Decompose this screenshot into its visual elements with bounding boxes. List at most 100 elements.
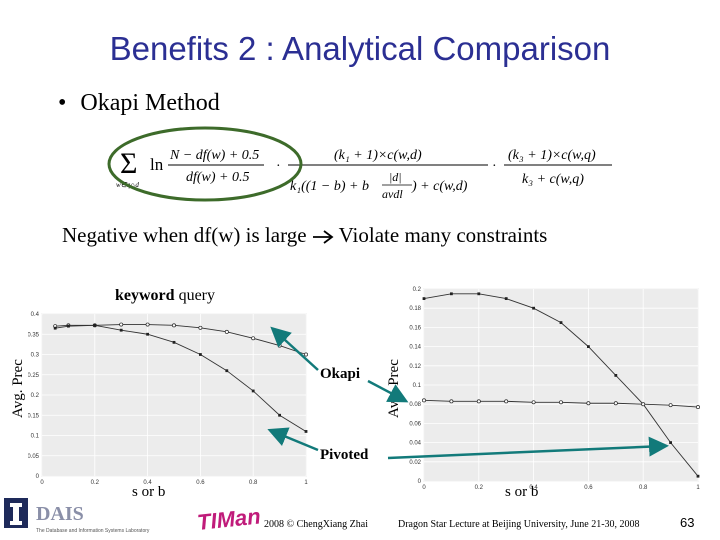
- dais-logo-text: DAIS: [36, 503, 84, 525]
- keyword-query-label: keyword query: [115, 287, 215, 305]
- y-tick-label: 0.12: [409, 364, 421, 370]
- university-logo-icon: [4, 498, 28, 528]
- okapi-label: Okapi: [320, 366, 361, 382]
- data-point: [304, 352, 308, 357]
- data-point: [641, 402, 646, 407]
- pivoted-label: Pivoted: [320, 447, 369, 463]
- y-tick-label: 0.3: [31, 353, 40, 359]
- data-point: [614, 374, 618, 377]
- data-point: [422, 297, 426, 300]
- keyword-query-chart: 0 0.05 0.1 0.15 0.2 0.25 0.3 0.35 0.4 0 0.2 0.4 0.6 0…: [28, 312, 308, 486]
- frac2-numerator: (k₁ + 1)×c(w,d): [334, 148, 422, 163]
- data-point: [224, 329, 229, 334]
- data-point: [67, 324, 70, 328]
- data-point: [119, 328, 123, 332]
- y-tick-label: 0.35: [28, 332, 40, 338]
- x-tick-label: 0.4: [529, 485, 538, 491]
- y-tick-label: 0.2: [31, 393, 40, 399]
- data-point: [278, 413, 281, 417]
- x-tick-label: 0.6: [196, 480, 205, 486]
- x-axis-label-right: s or b: [505, 484, 539, 500]
- x-tick-label: 0: [422, 485, 426, 491]
- y-tick-label: 0.15: [28, 413, 40, 419]
- bullet-dot-icon: •: [58, 90, 67, 116]
- ln-text: ln: [150, 155, 164, 174]
- frac1-denominator: df(w) + 0.5: [186, 170, 250, 185]
- x-tick-label: 0.6: [584, 485, 593, 491]
- dais-lab-name: The Database and Information Systems Lab…: [36, 528, 150, 534]
- data-point: [199, 353, 202, 356]
- y-tick-label: 0.25: [28, 373, 40, 379]
- data-point: [119, 322, 124, 327]
- data-point: [531, 400, 536, 405]
- y-tick-label: 0: [36, 474, 40, 480]
- frac1-numerator: N − df(w) + 0.5: [169, 148, 259, 163]
- y-tick-label: 0.14: [409, 345, 421, 351]
- negative-note-text: Negative when df(w) is large: [62, 223, 307, 247]
- frac2-den-right: ) + c(w,d): [411, 179, 468, 194]
- bullet-okapi-method: • Okapi Method: [58, 90, 220, 117]
- violate-constraints-text: Violate many constraints: [338, 223, 548, 247]
- x-tick-label: 0: [40, 480, 44, 486]
- y-axis-label-left: Avg. Prec: [10, 359, 26, 418]
- x-tick-label: 0.4: [143, 480, 152, 486]
- data-point: [277, 343, 282, 348]
- dot-2: ·: [492, 159, 497, 174]
- data-point: [449, 399, 454, 404]
- data-point: [559, 321, 563, 324]
- x-tick-label: 0.2: [475, 485, 484, 491]
- footer-logos: DAIS The Database and Information System…: [4, 498, 260, 535]
- keyword-query-rest: query: [174, 287, 215, 304]
- y-tick-label: 0.1: [413, 383, 422, 389]
- data-point: [532, 306, 535, 310]
- y-tick-label: 0.2: [413, 287, 422, 293]
- data-point: [476, 399, 481, 404]
- frac2-inner-den: avdl: [382, 187, 403, 200]
- data-point: [586, 401, 591, 406]
- y-tick-label: 0.1: [31, 434, 40, 440]
- footer-copyright: 2008 © ChengXiang Zhai: [264, 519, 368, 530]
- y-tick-label: 0.4: [31, 312, 40, 318]
- y-tick-label: 0.06: [409, 421, 421, 427]
- data-point: [304, 430, 308, 433]
- data-point: [477, 292, 481, 296]
- page-number: 63: [680, 515, 695, 530]
- data-point: [504, 399, 509, 404]
- data-point: [251, 389, 255, 393]
- data-point: [669, 441, 672, 444]
- y-axis-label-right: Avg. Prec: [386, 359, 402, 418]
- sum-symbol: Σ: [120, 147, 137, 180]
- y-tick-label: 0.08: [409, 402, 421, 408]
- data-point: [668, 403, 673, 408]
- dot-1: ·: [276, 159, 281, 174]
- data-point: [613, 401, 618, 406]
- data-point: [251, 336, 256, 341]
- x-tick-label: 1: [304, 480, 308, 486]
- x-tick-label: 0.2: [91, 480, 100, 486]
- x-axis-label-left: s or b: [132, 484, 166, 500]
- data-point: [450, 292, 453, 296]
- slide-title: Benefits 2 : Analytical Comparison: [109, 30, 611, 67]
- right-arrow-icon: [312, 223, 339, 247]
- y-tick-label: 0: [418, 479, 422, 485]
- keyword-bold: keyword: [115, 287, 175, 304]
- data-point: [559, 400, 563, 405]
- data-point: [145, 322, 150, 327]
- data-point: [587, 345, 590, 348]
- negative-note: Negative when df(w) is large Violate man…: [62, 223, 547, 248]
- data-point: [172, 323, 176, 328]
- data-point: [53, 326, 57, 330]
- data-point: [93, 323, 97, 327]
- highlight-ellipse: [107, 126, 303, 202]
- data-point: [225, 369, 229, 373]
- data-point: [172, 340, 176, 344]
- x-tick-label: 0.8: [639, 485, 648, 491]
- okapi-formula: Σ w∈q∩d ln N − df(w) + 0.5 df(w) + 0.5 ·…: [116, 147, 612, 200]
- y-tick-label: 0.16: [409, 325, 421, 331]
- y-tick-label: 0.18: [409, 306, 421, 312]
- frac3-denominator: k₃ + c(w,q): [522, 172, 584, 187]
- data-point: [696, 405, 700, 410]
- footer-lecture: Dragon Star Lecture at Beijing Universit…: [398, 519, 640, 530]
- data-point: [696, 474, 700, 478]
- bullet-text: Okapi Method: [80, 90, 220, 116]
